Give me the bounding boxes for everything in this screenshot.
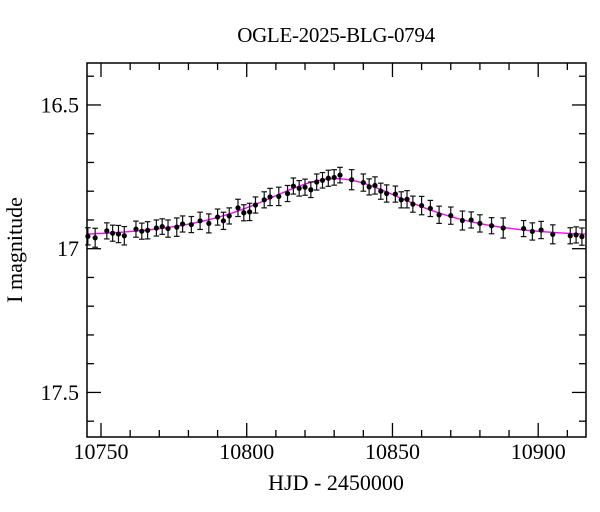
data-point bbox=[573, 232, 579, 238]
data-point bbox=[206, 220, 212, 227]
data-point bbox=[550, 231, 556, 237]
data-point bbox=[276, 193, 282, 199]
data-point bbox=[133, 226, 139, 232]
x-tick-label: 10900 bbox=[511, 439, 566, 464]
data-point bbox=[360, 179, 366, 186]
data-point bbox=[226, 213, 232, 219]
data-points bbox=[85, 172, 585, 241]
axis-tick-marks bbox=[87, 63, 586, 437]
data-point bbox=[404, 196, 410, 202]
data-point bbox=[314, 179, 320, 185]
data-point bbox=[436, 212, 442, 218]
data-point bbox=[398, 197, 404, 203]
data-point bbox=[290, 183, 296, 189]
data-point bbox=[115, 231, 122, 237]
x-tick-label: 10800 bbox=[219, 439, 274, 464]
data-point bbox=[427, 205, 433, 212]
data-point bbox=[319, 177, 326, 183]
data-point bbox=[104, 228, 110, 234]
data-point bbox=[121, 233, 127, 239]
data-point bbox=[529, 228, 535, 235]
data-point bbox=[302, 184, 308, 190]
data-point bbox=[488, 223, 495, 229]
data-point bbox=[241, 210, 247, 216]
data-point bbox=[139, 228, 145, 234]
data-point bbox=[188, 221, 194, 228]
data-point bbox=[197, 218, 203, 224]
y-tick-label: 17.5 bbox=[41, 380, 80, 405]
data-point bbox=[448, 213, 454, 219]
data-point bbox=[392, 191, 398, 197]
data-point bbox=[378, 188, 384, 194]
data-point bbox=[366, 184, 372, 190]
data-point bbox=[521, 225, 527, 232]
data-point bbox=[296, 185, 302, 191]
data-point bbox=[308, 187, 314, 193]
data-point bbox=[174, 224, 180, 230]
data-point bbox=[235, 205, 241, 211]
data-point bbox=[325, 175, 331, 181]
data-point bbox=[92, 235, 98, 241]
data-point bbox=[372, 182, 378, 189]
data-point bbox=[579, 234, 585, 240]
data-point bbox=[180, 221, 186, 227]
data-point bbox=[284, 190, 291, 197]
data-point bbox=[349, 177, 355, 183]
x-axis-label: HJD - 2450000 bbox=[268, 470, 404, 495]
data-point bbox=[214, 214, 221, 220]
data-point bbox=[459, 217, 466, 224]
data-point bbox=[159, 223, 165, 230]
plot-frame bbox=[86, 62, 587, 438]
data-point bbox=[145, 227, 151, 233]
data-point bbox=[247, 209, 253, 215]
axis-tick-labels: 10750 10800 10850 10900 16.5 17 17.5 bbox=[41, 92, 566, 464]
data-point bbox=[252, 202, 259, 208]
y-axis-label: I magnitude bbox=[2, 197, 27, 303]
data-point bbox=[331, 174, 337, 181]
data-point bbox=[220, 218, 227, 224]
chart-title: OGLE-2025-BLG-0794 bbox=[237, 23, 435, 47]
data-point bbox=[153, 225, 159, 231]
data-point bbox=[337, 172, 343, 178]
data-point bbox=[384, 190, 390, 197]
data-point bbox=[165, 225, 171, 232]
y-tick-label: 16.5 bbox=[41, 92, 80, 117]
x-tick-label: 10850 bbox=[365, 439, 420, 464]
data-point bbox=[419, 202, 425, 209]
data-point bbox=[110, 230, 116, 236]
data-point bbox=[538, 227, 544, 233]
data-point bbox=[567, 233, 573, 239]
data-point bbox=[410, 201, 416, 207]
x-tick-label: 10750 bbox=[73, 439, 128, 464]
data-point bbox=[468, 217, 474, 223]
y-tick-label: 17 bbox=[57, 236, 79, 261]
data-point bbox=[477, 220, 483, 227]
data-point bbox=[85, 233, 91, 239]
data-point bbox=[267, 194, 273, 200]
data-point bbox=[261, 197, 267, 203]
data-point bbox=[500, 225, 506, 231]
